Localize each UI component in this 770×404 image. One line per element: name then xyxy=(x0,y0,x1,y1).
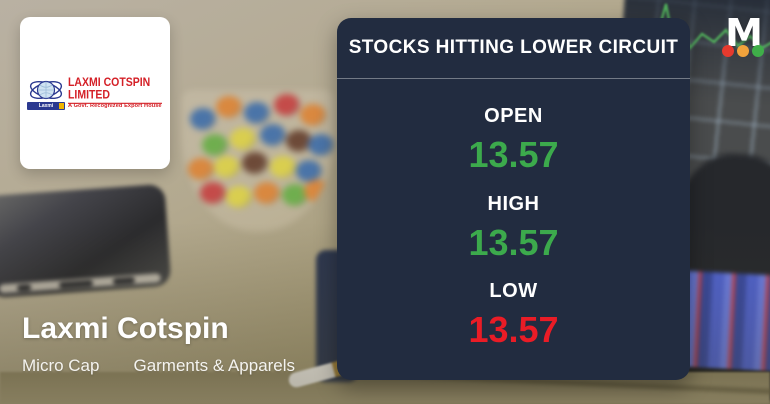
stat-low: LOW 13.57 xyxy=(337,280,690,348)
candy-bowl xyxy=(182,90,334,232)
candy xyxy=(188,158,214,180)
candy xyxy=(230,128,256,150)
emblem-ribbon: Laxmi xyxy=(27,102,65,110)
candy xyxy=(244,102,270,124)
candy xyxy=(254,182,280,204)
candy xyxy=(226,186,252,208)
market-cap-label: Micro Cap xyxy=(22,356,100,375)
logo-dots xyxy=(719,45,767,57)
candy xyxy=(200,182,226,204)
candy xyxy=(282,184,308,206)
stat-high-label: HIGH xyxy=(487,192,540,215)
amber-dot-icon xyxy=(737,45,749,57)
logo-company-name: LAXMI COTSPIN LIMITED xyxy=(68,76,162,104)
stat-low-value: 13.57 xyxy=(468,309,559,351)
candy xyxy=(270,156,296,178)
phone-jack-port xyxy=(16,284,32,292)
candy xyxy=(242,152,268,174)
company-meta: Micro Cap Garments & Apparels xyxy=(22,356,295,376)
sector-label: Garments & Apparels xyxy=(133,356,296,375)
smartphone xyxy=(0,183,172,299)
company-logo-card: Laxmi LAXMI COTSPIN LIMITED A Govt. Reco… xyxy=(20,17,170,169)
company-name: Laxmi Cotspin xyxy=(22,312,229,345)
candy xyxy=(190,108,216,130)
stat-low-label: LOW xyxy=(489,280,538,303)
stat-high-value: 13.57 xyxy=(468,221,559,263)
logo-text-block: LAXMI COTSPIN LIMITED A Govt. Recognized… xyxy=(68,76,162,110)
stat-open-value: 13.57 xyxy=(468,133,559,175)
stat-high: HIGH 13.57 xyxy=(337,193,690,261)
panel-title: STOCKS HITTING LOWER CIRCUIT xyxy=(348,37,679,58)
candy xyxy=(216,96,242,118)
candy xyxy=(304,180,330,202)
candy xyxy=(260,124,286,146)
logo-tagline: A Govt. Recognized Export House xyxy=(68,103,162,110)
phone-speaker xyxy=(112,277,136,285)
red-dot-icon xyxy=(722,45,734,57)
candy xyxy=(202,134,228,156)
candy xyxy=(274,94,300,116)
globe-orbit-emblem-icon: Laxmi xyxy=(27,77,65,110)
phone-usb-port xyxy=(58,279,94,289)
panel-divider xyxy=(337,78,690,79)
stat-open-label: OPEN xyxy=(484,104,543,127)
company-logo: Laxmi LAXMI COTSPIN LIMITED A Govt. Reco… xyxy=(22,76,168,110)
stats-list: OPEN 13.57 HIGH 13.57 LOW 13.57 xyxy=(337,79,690,380)
candy xyxy=(214,156,240,178)
candy xyxy=(300,104,326,126)
phone-bottom-edge xyxy=(0,273,162,294)
marketsmojo-logo: M xyxy=(719,14,767,57)
company-info: Laxmi Cotspin Micro Cap Garments & Appar… xyxy=(22,312,295,376)
candy xyxy=(308,134,334,156)
stat-open: OPEN 13.57 xyxy=(337,105,690,173)
stock-stats-panel: STOCKS HITTING LOWER CIRCUIT OPEN 13.57 … xyxy=(337,18,690,380)
candy xyxy=(286,130,312,152)
green-dot-icon xyxy=(752,45,764,57)
candy xyxy=(296,160,322,182)
